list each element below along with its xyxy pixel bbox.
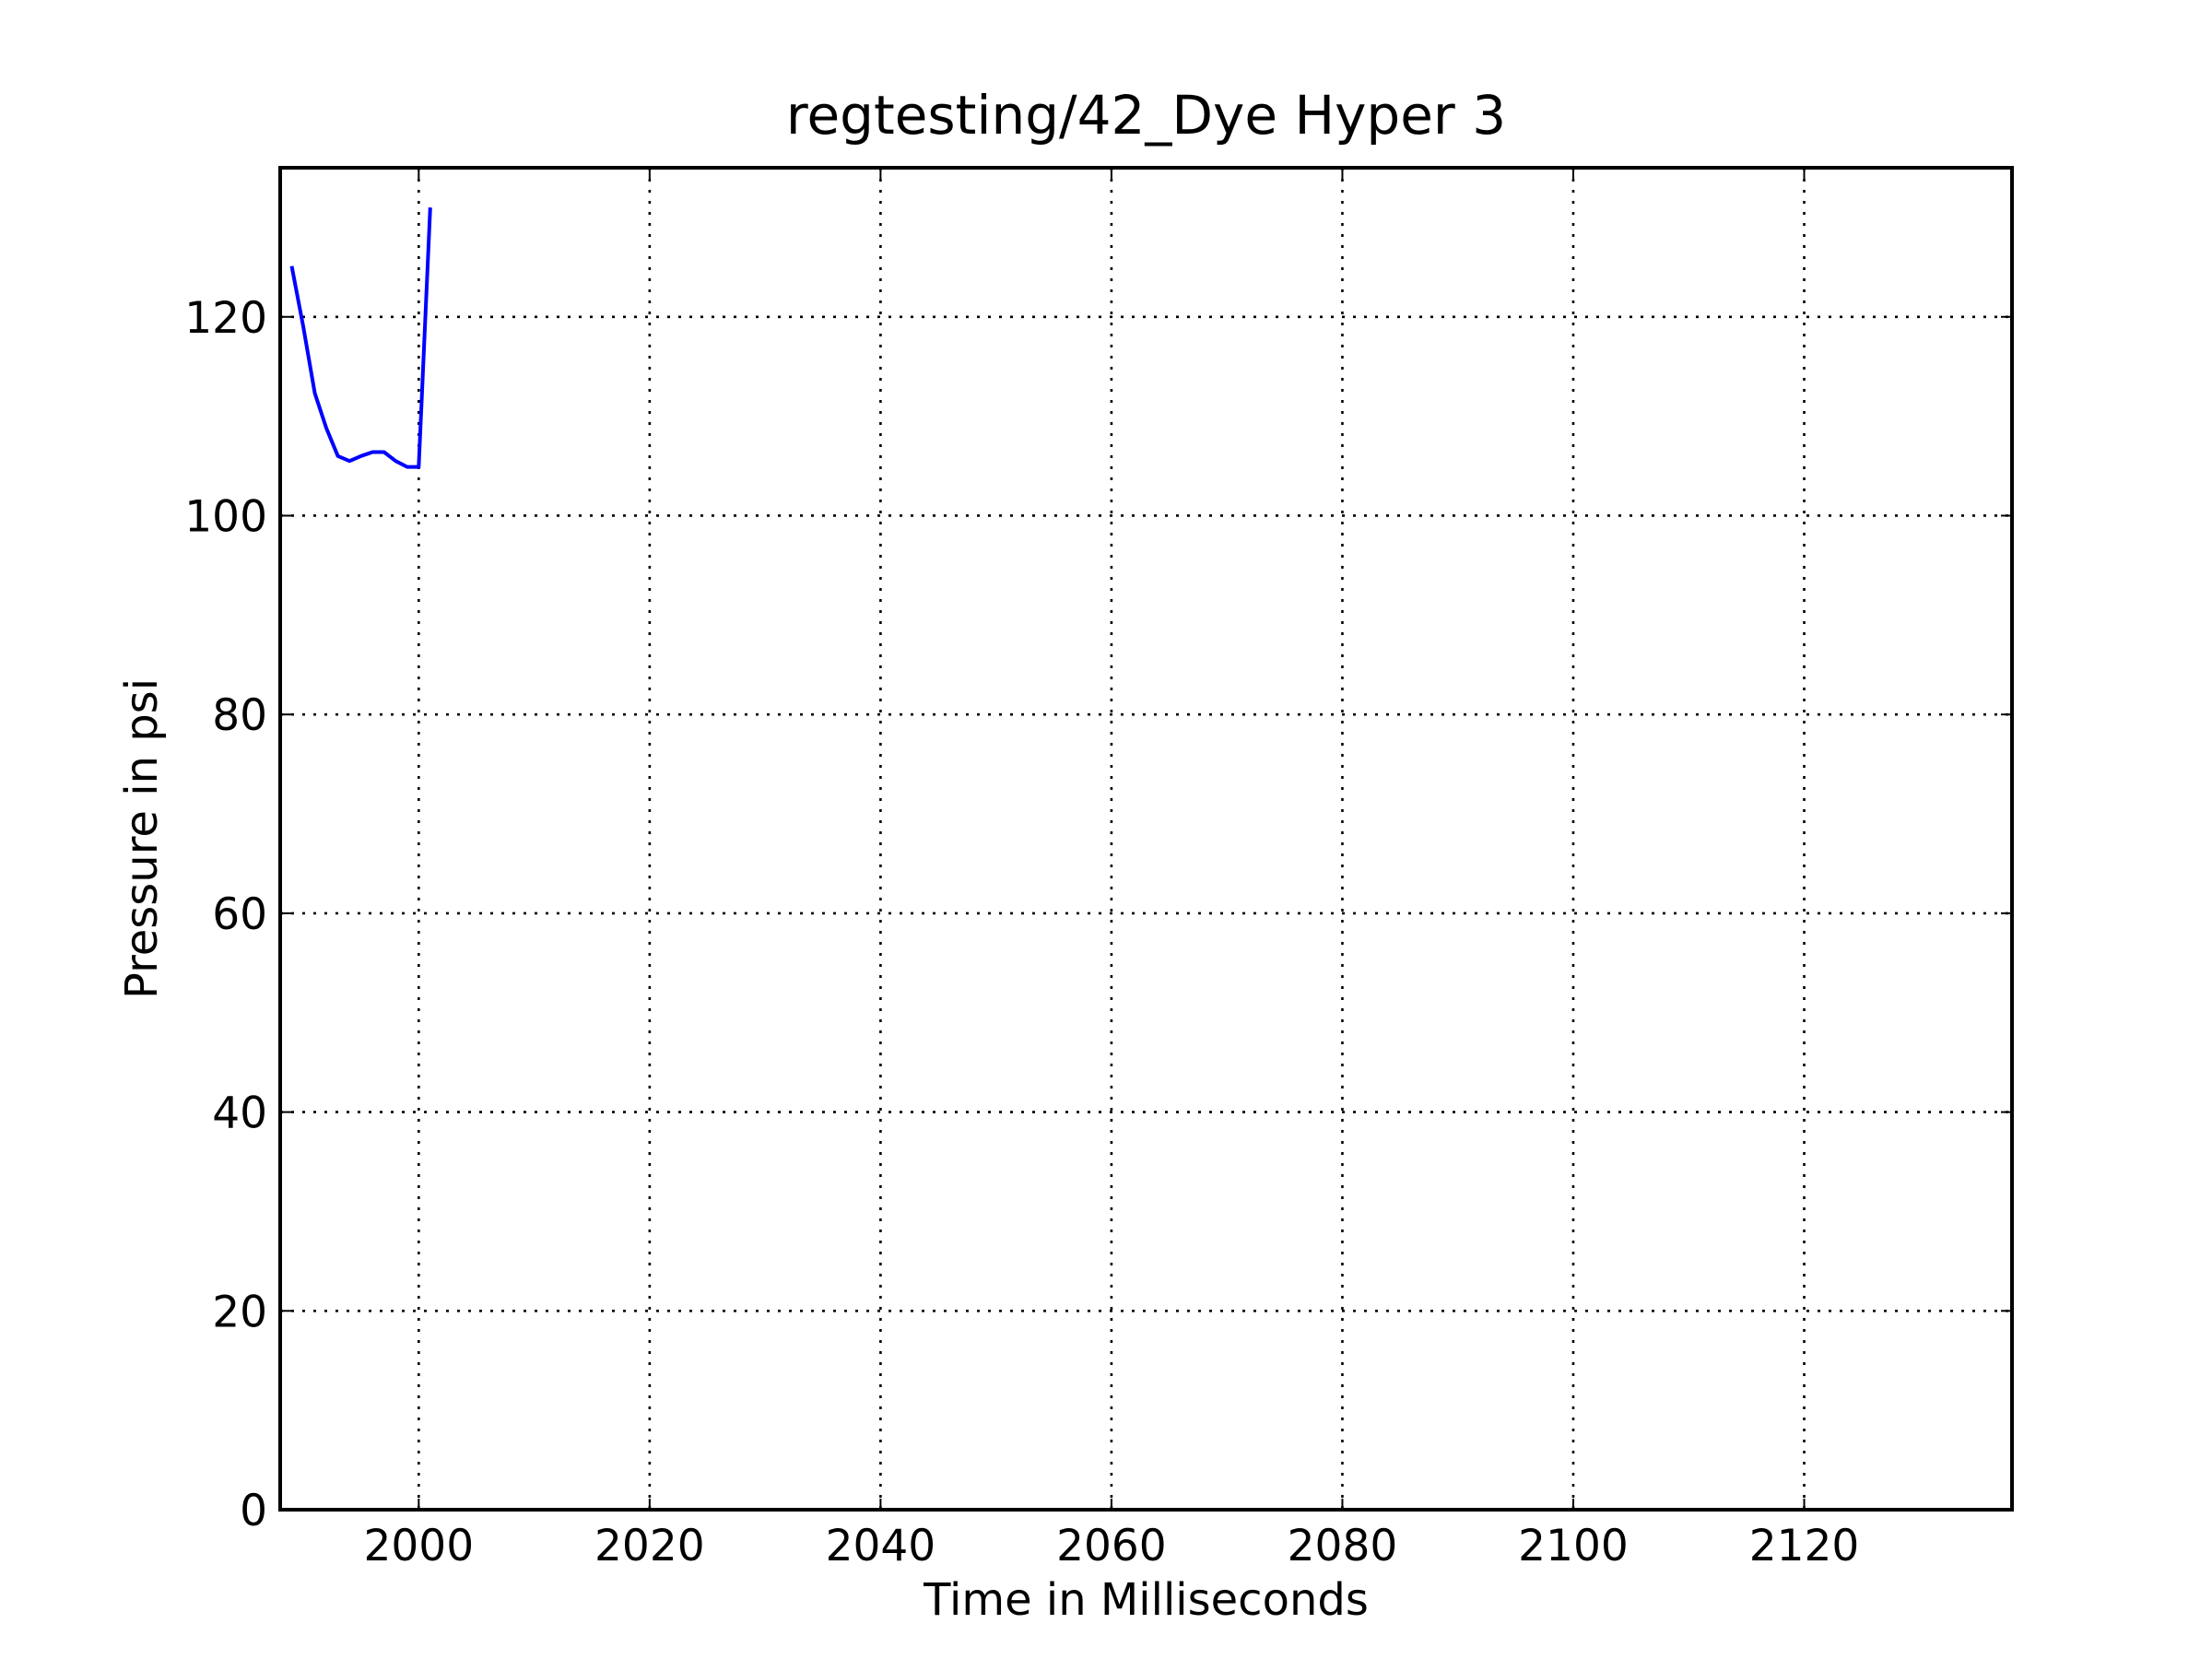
y-axis-title: Pressure in psi xyxy=(116,678,168,999)
series-line-0 xyxy=(289,207,432,469)
y-tick-label-0: 0 xyxy=(240,1486,267,1536)
x-tick-label-2000: 2000 xyxy=(364,1521,475,1571)
y-tick-label-40: 40 xyxy=(212,1088,267,1139)
x-tick-label-2120: 2120 xyxy=(1749,1521,1860,1571)
x-tick-label-2020: 2020 xyxy=(594,1521,705,1571)
y-tick-label-80: 80 xyxy=(212,690,267,741)
series-layer xyxy=(289,207,432,469)
y-tick-label-20: 20 xyxy=(212,1287,267,1337)
x-tick-label-2060: 2060 xyxy=(1056,1521,1167,1571)
y-tick-label-100: 100 xyxy=(184,491,267,542)
x-tick-label-2040: 2040 xyxy=(826,1521,936,1571)
x-tick-label-2080: 2080 xyxy=(1288,1521,1398,1571)
plot-area-frame xyxy=(278,166,2014,1512)
chart-title: regtesting/42_Dye Hyper 3 xyxy=(786,84,1506,147)
tick-labels: 2000 2020 2040 2060 2080 2100 2120020406080100… xyxy=(184,293,1859,1571)
x-tick-label-2100: 2100 xyxy=(1518,1521,1629,1571)
axis-ticks xyxy=(280,168,2012,1511)
x-axis-title: Time in Milliseconds xyxy=(923,1574,1369,1626)
grid-lines xyxy=(280,168,2012,1512)
y-tick-label-60: 60 xyxy=(212,889,267,940)
y-tick-label-120: 120 xyxy=(184,293,267,344)
